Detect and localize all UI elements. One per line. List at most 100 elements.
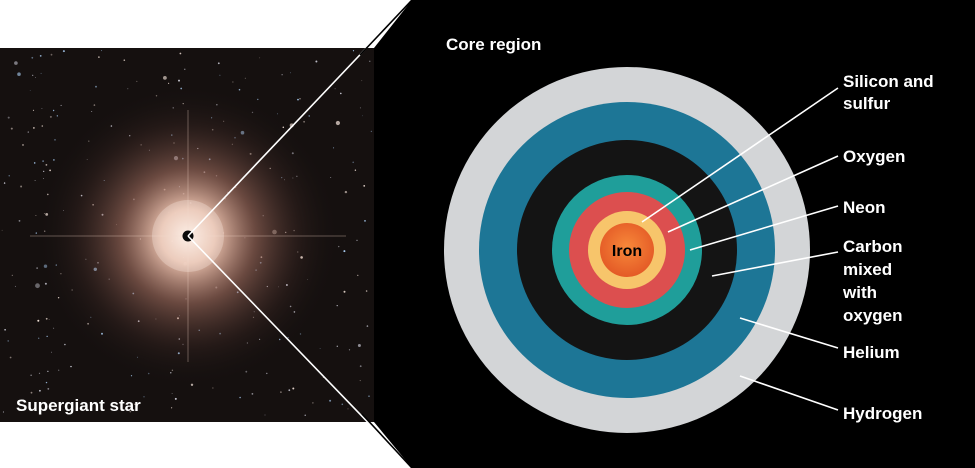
star (363, 185, 366, 187)
star-field-photo (0, 48, 374, 422)
label-hydrogen: Hydrogen (843, 404, 922, 423)
star (312, 402, 314, 404)
star (22, 144, 24, 146)
star (356, 239, 358, 241)
star (259, 57, 261, 59)
star (29, 90, 31, 91)
star (38, 337, 40, 339)
star (168, 82, 170, 84)
label-neon: Neon (843, 198, 886, 217)
core-region-title: Core region (446, 35, 541, 54)
label-carbon-line4: oxygen (843, 306, 903, 325)
star (238, 88, 241, 91)
star (334, 88, 336, 90)
star (143, 396, 145, 398)
star (10, 127, 13, 130)
star (20, 185, 23, 188)
star (48, 319, 50, 320)
star (127, 88, 129, 90)
star (49, 169, 51, 172)
star (163, 76, 167, 80)
star (41, 108, 43, 109)
callout-lines-outside (359, 0, 413, 468)
star (45, 381, 48, 384)
star (39, 389, 41, 392)
label-silicon-sulfur-line1: Silicon and (843, 72, 934, 91)
star (217, 62, 220, 65)
star (54, 139, 56, 141)
star (277, 113, 278, 115)
iron-label: Iron (612, 243, 642, 260)
star (7, 340, 9, 342)
star (357, 344, 361, 347)
star (43, 170, 45, 172)
star (359, 380, 361, 382)
star (58, 369, 60, 371)
star (46, 335, 48, 337)
star (47, 388, 50, 390)
star (343, 250, 346, 253)
star (38, 372, 41, 374)
star (56, 115, 58, 117)
star (257, 98, 259, 101)
star (51, 351, 52, 353)
star (9, 356, 12, 359)
star (264, 414, 266, 416)
star (53, 159, 55, 161)
star (130, 375, 133, 377)
star (359, 107, 361, 109)
star (98, 56, 100, 58)
iron-core (600, 223, 654, 277)
star (330, 177, 332, 178)
star (39, 55, 42, 57)
star (136, 80, 138, 82)
label-silicon-sulfur-line2: sulfur (843, 94, 891, 113)
star (333, 147, 335, 149)
star (352, 161, 355, 164)
star (47, 370, 49, 372)
star (52, 109, 55, 112)
star (35, 77, 36, 78)
star (347, 408, 349, 410)
star (95, 85, 97, 88)
star (299, 98, 301, 100)
star (30, 374, 32, 376)
star (266, 372, 268, 375)
star (42, 160, 44, 162)
star (244, 77, 246, 79)
star (364, 220, 366, 222)
star (45, 164, 48, 166)
star (184, 68, 186, 71)
star (280, 391, 282, 393)
star (43, 178, 44, 180)
label-carbon-line1: Carbon (843, 237, 903, 256)
star (315, 60, 318, 63)
star (335, 120, 340, 126)
star (308, 115, 310, 117)
star (319, 348, 321, 349)
star (362, 115, 363, 117)
star (4, 329, 6, 331)
star (366, 325, 369, 327)
star (35, 283, 40, 289)
star (352, 50, 355, 52)
star (357, 274, 359, 276)
svg-text:Silicon and sulfur: Silicon and sulfur (843, 72, 938, 113)
label-oxygen: Oxygen (843, 147, 905, 166)
star (288, 389, 291, 392)
star (64, 343, 66, 346)
layer-labels: Silicon and sulfur Oxygen Neon Carbon mi… (842, 72, 938, 423)
star (27, 131, 29, 133)
star (212, 387, 214, 389)
star (344, 190, 348, 194)
star (11, 274, 13, 276)
star (35, 215, 37, 216)
star (32, 109, 35, 111)
star (304, 414, 306, 416)
star (348, 349, 351, 351)
star (50, 53, 53, 56)
star (251, 393, 254, 395)
label-carbon-line3: with (842, 283, 877, 302)
star (361, 80, 363, 82)
